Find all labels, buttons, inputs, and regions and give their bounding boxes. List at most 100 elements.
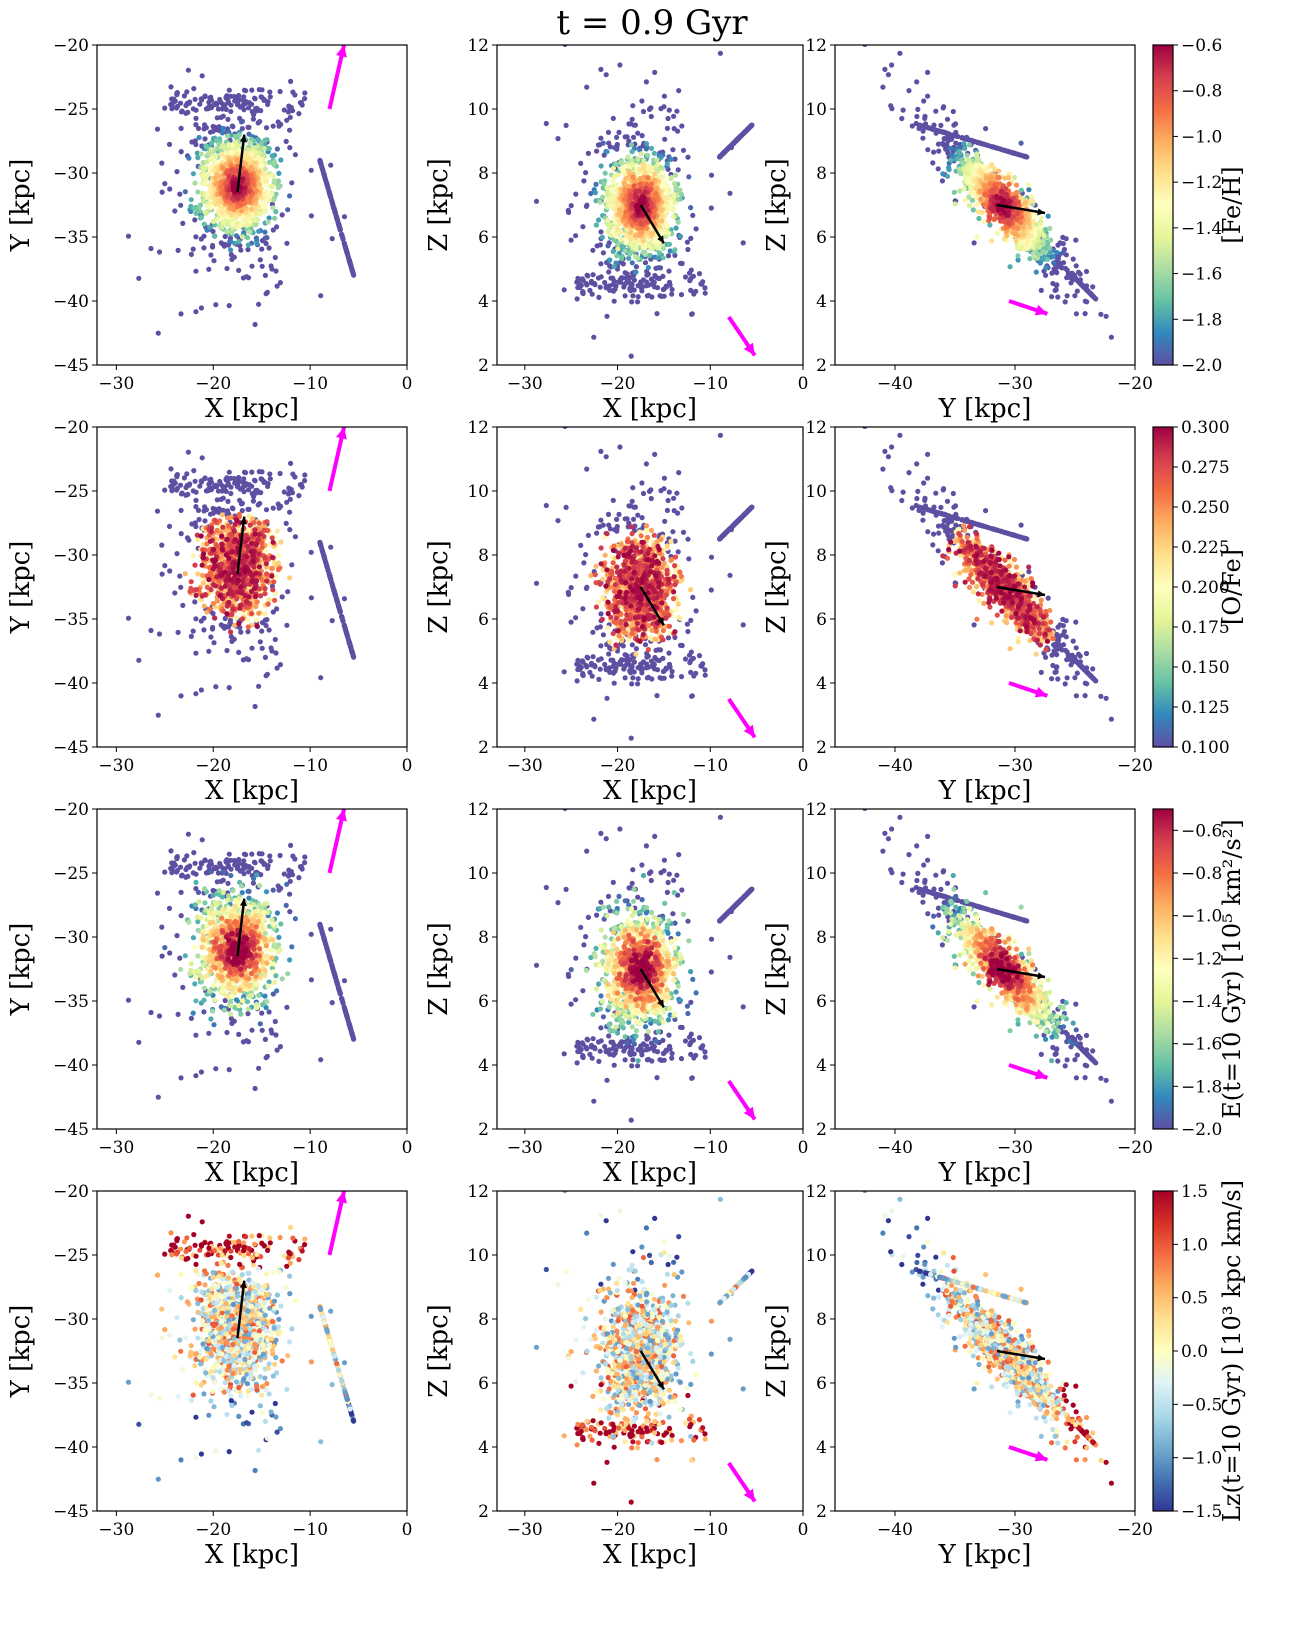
scatter-point (622, 213, 628, 219)
scatter-point (243, 470, 249, 476)
scatter-point (951, 122, 957, 128)
scatter-point (210, 510, 216, 516)
scatter-point (246, 131, 252, 137)
scatter-point (593, 181, 599, 187)
scatter-point (944, 116, 951, 122)
scatter-point (156, 631, 163, 637)
scatter-point (603, 285, 609, 291)
scatter-point (996, 168, 1002, 174)
scatter-point (230, 143, 236, 149)
scatter-point (635, 156, 641, 162)
scatter-point (977, 140, 984, 146)
scatter-point (665, 384, 670, 389)
x-axis-label: X [kpc] (205, 394, 299, 424)
scatter-point (613, 161, 619, 167)
scatter-point (983, 142, 989, 148)
scatter-point (631, 183, 637, 189)
scatter-point (678, 191, 685, 197)
scatter-point (1002, 175, 1008, 181)
scatter-point (270, 205, 276, 211)
scatter-point (228, 252, 234, 258)
scatter-point (262, 229, 268, 235)
scatter-point (643, 225, 649, 231)
scatter-point (1031, 254, 1037, 260)
scatter-point (646, 106, 653, 112)
scatter-point (245, 247, 251, 253)
scatter-point (210, 505, 216, 512)
y-tick-label: −35 (53, 228, 89, 248)
scatter-point (1082, 311, 1088, 317)
scatter-point (228, 108, 234, 115)
scatter-point (236, 649, 242, 656)
scatter-point (202, 136, 208, 142)
scatter-point (211, 168, 217, 174)
y-tick-label: −25 (53, 100, 89, 120)
scatter-point (285, 207, 291, 213)
scatter-point (199, 73, 205, 79)
scatter-point (1064, 293, 1070, 299)
scatter-point (232, 480, 238, 486)
scatter-point (226, 469, 232, 475)
scatter-point (593, 222, 600, 228)
scatter-point (198, 96, 204, 102)
scatter-point (232, 133, 238, 139)
scatter-point (241, 480, 247, 486)
scatter-point (178, 125, 184, 131)
black-velocity-arrow-shaft (639, 204, 665, 245)
scatter-point (610, 281, 616, 287)
scatter-point (226, 187, 232, 193)
scatter-point (1073, 263, 1079, 269)
scatter-point (619, 256, 625, 262)
scatter-point (610, 248, 616, 255)
scatter-point (183, 484, 189, 491)
scatter-point (220, 165, 226, 171)
scatter-point (979, 209, 985, 215)
scatter-point (533, 198, 540, 204)
scatter-point (328, 162, 334, 168)
scatter-point (996, 175, 1002, 181)
scatter-point (622, 248, 628, 254)
scatter-point (237, 497, 243, 503)
scatter-point (666, 268, 672, 274)
y-tick-label: 8 (816, 164, 827, 184)
colorbar-tick-label: −1.0 (1181, 127, 1222, 147)
scatter-point (206, 99, 212, 105)
black-velocity-arrow-shaft (236, 134, 246, 193)
scatter-point (598, 274, 604, 280)
scatter-point (677, 260, 684, 266)
x-axis-label: X [kpc] (603, 394, 697, 424)
scatter-point (262, 272, 268, 278)
scatter-point (344, 250, 350, 257)
scatter-point (961, 141, 967, 147)
scatter-point (671, 113, 677, 119)
scatter-point (232, 240, 238, 246)
scatter-point (900, 107, 906, 113)
scatter-point (183, 492, 189, 498)
scatter-point (255, 136, 261, 143)
scatter-point (276, 505, 282, 511)
scatter-point (1013, 182, 1020, 188)
scatter-point (168, 483, 174, 490)
scatter-point (238, 208, 245, 214)
scatter-point (663, 284, 670, 290)
y-tick-label: 12 (467, 36, 489, 56)
scatter-point (661, 178, 667, 184)
scatter-point (239, 508, 245, 514)
scatter-point (289, 562, 295, 568)
scatter-point (262, 209, 268, 215)
scatter-point (1011, 174, 1018, 181)
scatter-point (731, 140, 737, 146)
scatter-point (215, 106, 221, 112)
scatter-point (985, 165, 991, 171)
scatter-point (308, 549, 314, 555)
scatter-point (889, 62, 895, 68)
scatter-point (241, 94, 247, 100)
scatter-point (1048, 249, 1054, 255)
scatter-point (200, 173, 206, 179)
scatter-point (1004, 233, 1010, 239)
scatter-point (218, 481, 224, 487)
scatter-point (661, 93, 668, 99)
scatter-point (953, 140, 959, 146)
scatter-point (208, 634, 214, 640)
